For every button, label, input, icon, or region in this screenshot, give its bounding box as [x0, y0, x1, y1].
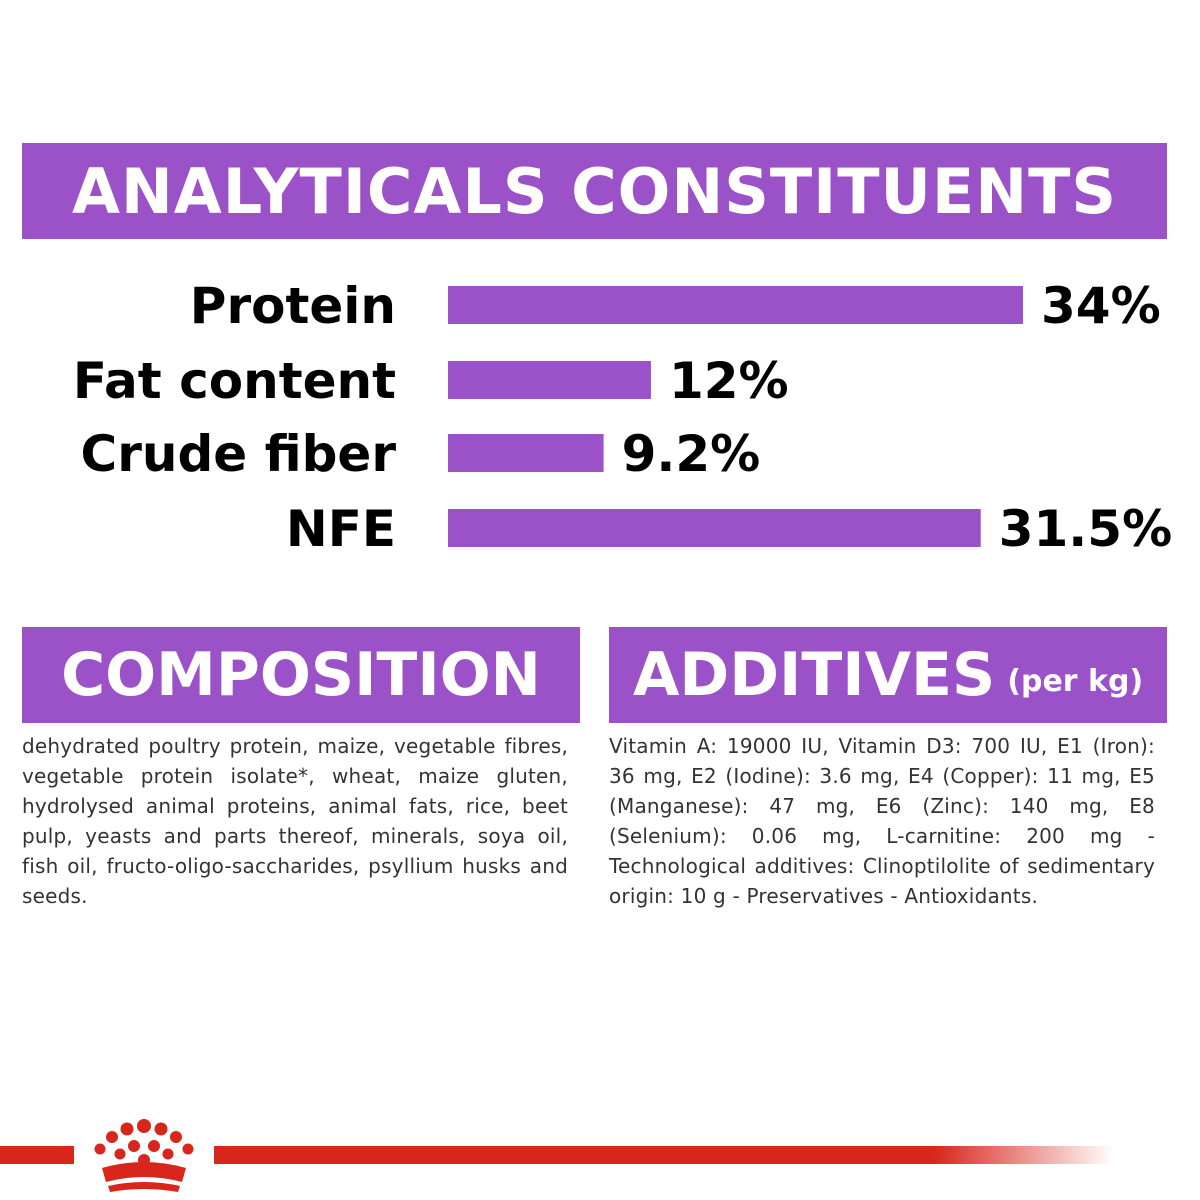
additives-title: ADDITIVES: [633, 640, 996, 710]
analytical-constituents-title: ANALYTICALS CONSTITUENTS: [71, 154, 1118, 228]
category-label: Fat content: [73, 352, 396, 410]
value-label: 9.2%: [622, 425, 761, 483]
analytical-constituents-banner: ANALYTICALS CONSTITUENTS: [22, 143, 1167, 239]
constituents-bar-chart: Protein 34% Fat content 12% Crude fiber 9.2% N…: [73, 277, 1172, 558]
additives-banner: ADDITIVES (per kg): [609, 627, 1167, 723]
bar: [448, 361, 651, 399]
value-label: 12%: [669, 352, 789, 410]
composition-text: dehydrated poultry protein, maize, veget…: [22, 734, 568, 908]
additives-subtitle: (per kg): [1007, 663, 1144, 699]
composition-banner: COMPOSITION: [22, 627, 580, 723]
category-label: Crude fiber: [81, 425, 397, 483]
category-label: NFE: [286, 500, 396, 558]
footer-line-right: [214, 1146, 1114, 1164]
bar: [448, 509, 981, 547]
composition-title: COMPOSITION: [61, 640, 541, 710]
additives-text: Vitamin A: 19000 IU, Vitamin D3: 700 IU,…: [609, 734, 1155, 908]
bar: [448, 286, 1023, 324]
category-label: Protein: [190, 277, 396, 335]
crown-icon: [94, 1119, 194, 1192]
value-label: 31.5%: [999, 500, 1172, 558]
value-label: 34%: [1041, 277, 1161, 335]
footer-line-left: [0, 1146, 74, 1164]
bar: [448, 434, 604, 472]
